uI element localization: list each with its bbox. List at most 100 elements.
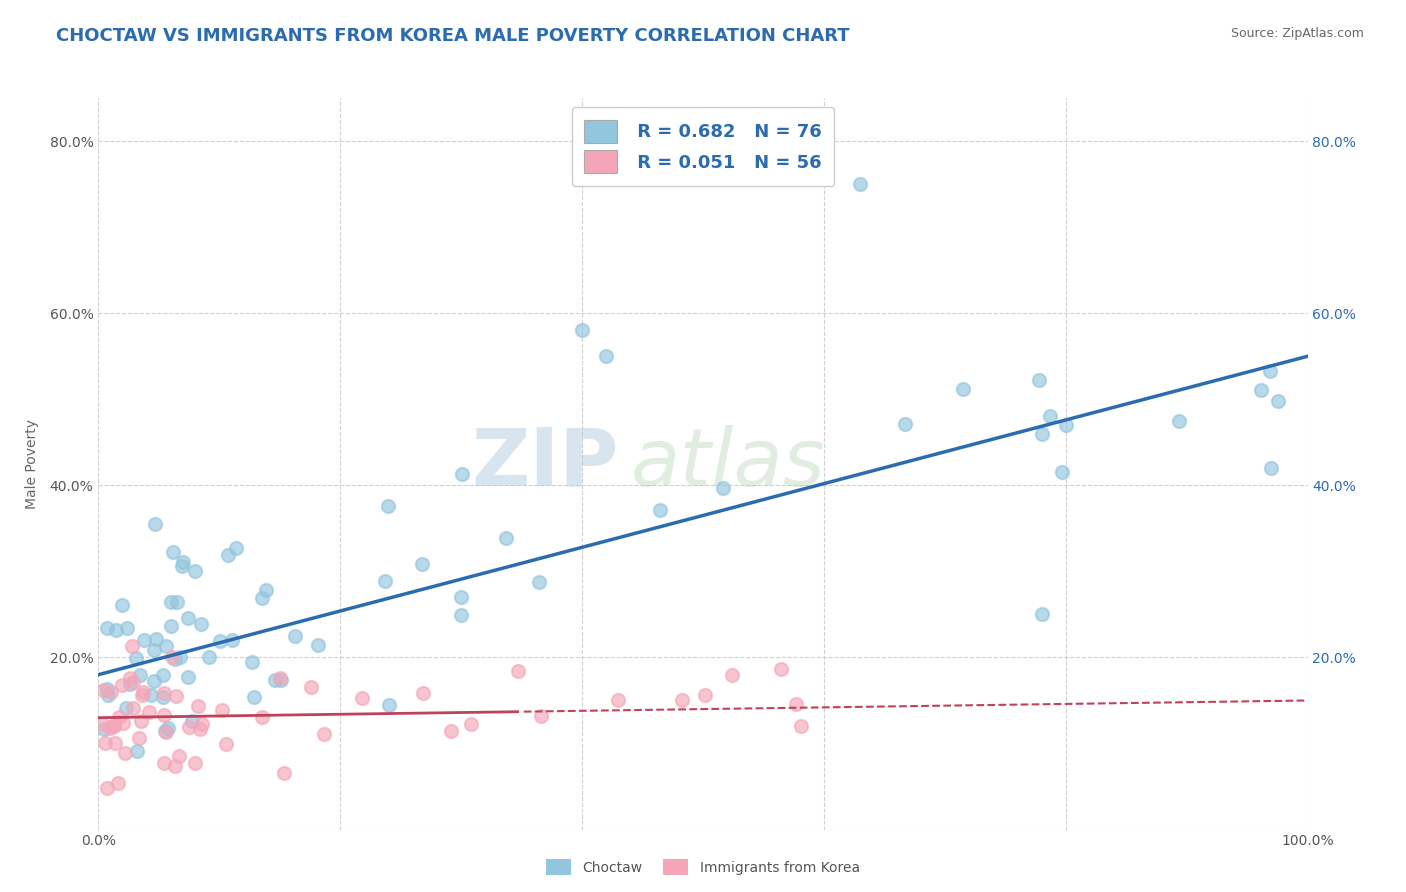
Point <box>115 701 138 715</box>
Point <box>132 685 155 699</box>
Point <box>191 716 214 731</box>
Point <box>184 756 207 771</box>
Point <box>186 698 208 713</box>
Point <box>152 668 174 682</box>
Point <box>198 650 221 665</box>
Point <box>169 649 191 664</box>
Point <box>769 662 792 676</box>
Point <box>607 693 630 707</box>
Point <box>107 776 129 790</box>
Point <box>377 499 399 513</box>
Point <box>103 719 125 733</box>
Point <box>177 720 200 734</box>
Point <box>240 655 263 669</box>
Point <box>160 619 183 633</box>
Point <box>350 690 373 705</box>
Point <box>221 633 243 648</box>
Point <box>128 731 150 745</box>
Point <box>1258 364 1281 378</box>
Point <box>152 708 174 723</box>
Point <box>169 748 191 763</box>
Point <box>460 717 482 731</box>
Point <box>165 689 187 703</box>
Point <box>790 719 813 733</box>
Point <box>127 744 149 758</box>
Point <box>153 756 176 770</box>
Point <box>571 323 593 337</box>
Point <box>104 623 127 637</box>
Point <box>650 502 672 516</box>
Point <box>181 714 204 728</box>
Legend: Choctaw, Immigrants from Korea: Choctaw, Immigrants from Korea <box>541 854 865 880</box>
Point <box>163 759 186 773</box>
Point <box>209 634 232 648</box>
Point <box>1028 373 1050 387</box>
Point <box>177 670 200 684</box>
Point <box>412 686 434 700</box>
Point <box>111 678 134 692</box>
Point <box>111 716 134 731</box>
Point <box>1054 418 1077 433</box>
Point <box>142 673 165 688</box>
Point <box>299 680 322 694</box>
Point <box>450 607 472 622</box>
Point <box>188 722 211 736</box>
Point <box>721 668 744 682</box>
Point <box>215 737 238 751</box>
Point <box>128 668 150 682</box>
Point <box>163 652 186 666</box>
Legend:  R = 0.682   N = 76,  R = 0.051   N = 56: R = 0.682 N = 76, R = 0.051 N = 56 <box>571 107 835 186</box>
Point <box>172 558 194 573</box>
Point <box>284 629 307 643</box>
Point <box>411 558 433 572</box>
Point <box>183 564 205 578</box>
Point <box>1250 384 1272 398</box>
Point <box>506 665 529 679</box>
Point <box>125 651 148 665</box>
Point <box>160 649 183 664</box>
Point <box>100 685 122 699</box>
Point <box>91 717 114 731</box>
Point <box>139 688 162 702</box>
Point <box>152 690 174 704</box>
Point <box>312 727 335 741</box>
Point <box>122 700 145 714</box>
Point <box>177 611 200 625</box>
Point <box>98 721 121 735</box>
Point <box>120 671 142 685</box>
Text: Source: ZipAtlas.com: Source: ZipAtlas.com <box>1230 27 1364 40</box>
Point <box>96 781 118 796</box>
Point <box>145 632 167 647</box>
Point <box>155 725 177 739</box>
Text: CHOCTAW VS IMMIGRANTS FROM KOREA MALE POVERTY CORRELATION CHART: CHOCTAW VS IMMIGRANTS FROM KOREA MALE PO… <box>56 27 849 45</box>
Point <box>132 633 155 648</box>
Point <box>530 709 553 723</box>
Point <box>307 638 329 652</box>
Point <box>894 417 917 431</box>
Point <box>450 591 472 605</box>
Point <box>93 722 115 736</box>
Point <box>217 548 239 562</box>
Point <box>96 621 118 635</box>
Point <box>451 467 474 481</box>
Point <box>1050 465 1073 479</box>
Point <box>952 382 974 396</box>
Point <box>155 639 177 653</box>
Point <box>273 766 295 780</box>
Point <box>91 683 114 698</box>
Point <box>225 541 247 555</box>
Point <box>111 598 134 612</box>
Point <box>172 555 194 569</box>
Point <box>211 703 233 717</box>
Point <box>129 714 152 729</box>
Point <box>96 682 118 697</box>
Point <box>97 688 120 702</box>
Point <box>1031 607 1053 622</box>
Point <box>849 177 872 191</box>
Point <box>711 482 734 496</box>
Point <box>153 724 176 739</box>
Point <box>254 582 277 597</box>
Point <box>374 574 396 589</box>
Point <box>1039 409 1062 424</box>
Point <box>166 595 188 609</box>
